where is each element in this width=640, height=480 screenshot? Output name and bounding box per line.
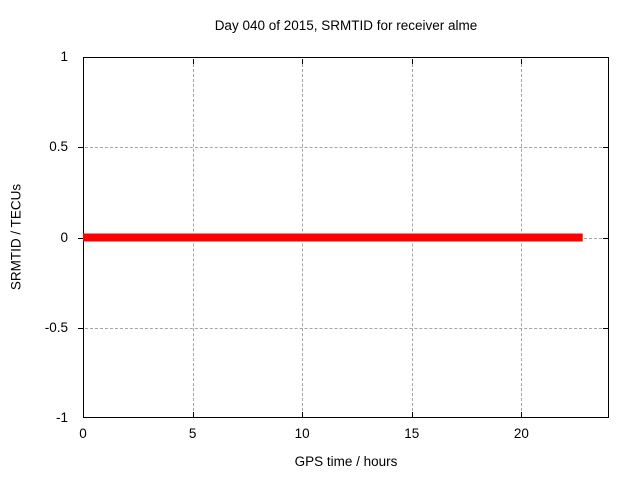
x-tick-label: 0 [79, 426, 87, 441]
chart-title: Day 040 of 2015, SRMTID for receiver alm… [214, 18, 478, 33]
x-axis-label: GPS time / hours [294, 454, 398, 469]
x-tick-bottom [411, 411, 413, 417]
y-gridline [85, 147, 607, 149]
x-tick-label: 15 [404, 426, 420, 441]
x-tick-top [192, 58, 194, 64]
x-tick-bottom [302, 411, 304, 417]
y-tick-left [78, 147, 83, 149]
x-tick-label: 20 [513, 426, 529, 441]
y-tick-right [602, 327, 608, 329]
y-tick-right [602, 147, 608, 149]
y-tick-label: 0.5 [49, 139, 68, 155]
y-gridline [85, 327, 607, 329]
x-tick-label: 10 [294, 426, 310, 441]
series-layer [83, 233, 583, 242]
y-tick-label: -0.5 [44, 319, 68, 335]
x-tick-bottom [521, 411, 523, 417]
x-tick-top [521, 58, 523, 64]
y-tick-label: 1 [60, 49, 68, 64]
x-tick-top [411, 58, 413, 64]
y-tick-left [78, 327, 83, 329]
x-tick-top [302, 58, 304, 64]
y-tick-label: -1 [55, 410, 68, 425]
y-tick-label: 0 [60, 229, 68, 245]
y-tick-right [602, 237, 608, 239]
x-tick-label: 5 [188, 426, 197, 441]
x-tick-bottom [192, 411, 194, 417]
y-tick-left [78, 237, 83, 239]
